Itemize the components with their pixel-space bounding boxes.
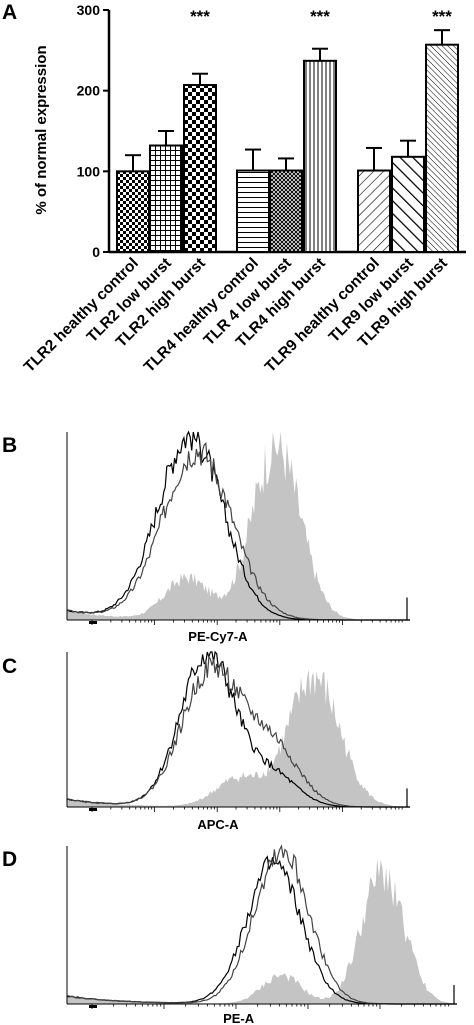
bar: [425, 43, 459, 254]
hist-x-axis-label: APC-A: [197, 817, 239, 832]
hist-origin-mark: [89, 1005, 97, 1008]
panel-label-b: B: [2, 434, 17, 457]
y-tick-label: 0: [92, 244, 100, 260]
histogram-c: APC-A: [66, 650, 410, 832]
histogram-d: PE-A: [66, 844, 457, 1025]
bar: [357, 169, 391, 254]
bar: [391, 155, 425, 254]
hist-x-axis-label: PE-Cy7-A: [188, 629, 248, 644]
histogram-filled: [67, 858, 457, 1004]
histogram-line: [66, 654, 410, 808]
panel-label-d: D: [2, 848, 17, 871]
bar: [236, 169, 270, 254]
panel-label-c: C: [2, 655, 17, 678]
significance-label: ***: [310, 7, 330, 26]
bar: [116, 170, 150, 253]
histogram-filled: [67, 669, 410, 807]
significance-label: ***: [432, 7, 452, 26]
y-tick-label: 100: [77, 163, 101, 179]
bar: [303, 59, 337, 253]
panel-label-a: A: [2, 1, 17, 24]
histogram-filled: [67, 432, 410, 620]
y-tick-label: 200: [77, 83, 101, 99]
histogram-b: PE-Cy7-A: [66, 430, 410, 644]
bars: [116, 29, 459, 254]
hist-x-axis-label: PE-A: [223, 1011, 255, 1025]
bar: [269, 169, 303, 254]
y-tick-label: 300: [77, 2, 101, 18]
y-axis-label: % of normal expression: [33, 45, 50, 214]
bar: [149, 144, 183, 254]
bar: [183, 84, 217, 253]
hist-origin-mark: [89, 621, 97, 624]
significance-label: ***: [190, 7, 210, 26]
hist-origin-mark: [89, 808, 97, 811]
